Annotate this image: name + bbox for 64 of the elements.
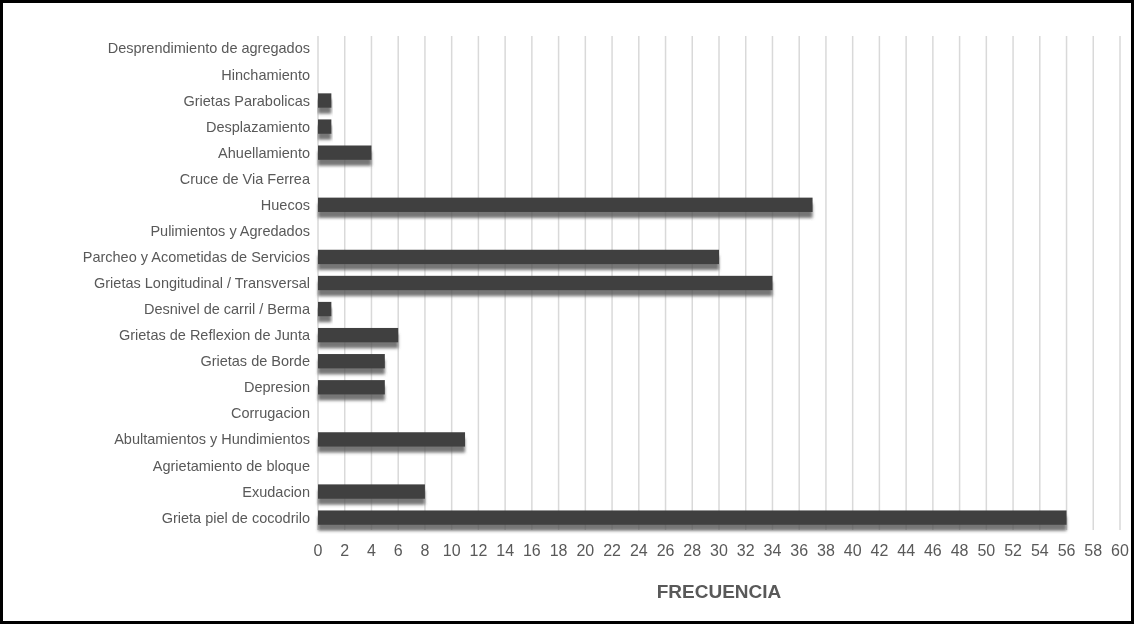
x-tick-label: 52 [1004,542,1023,559]
x-axis-title: FRECUENCIA [656,581,782,602]
x-tick-label: 36 [790,542,809,559]
x-tick-label: 28 [683,542,702,559]
bar [318,327,399,343]
y-tick-label: Desnivel de carril / Berma [144,301,311,318]
bar [318,354,385,369]
y-tick-label: Grietas Parabolicas [183,92,310,109]
x-tick-label: 54 [1030,542,1049,559]
y-tick-label: Desplazamiento [206,118,310,135]
y-tick-label: Grieta piel de cocodrilo [161,509,310,526]
x-tick-label: 16 [522,542,541,559]
x-tick-label: 10 [442,542,461,559]
bar [318,432,466,447]
x-tick-label: 22 [603,542,622,559]
y-tick-label: Parcheo y Acometidas de Servicios [82,249,310,266]
x-tick-label: 14 [496,542,515,559]
y-tick-label: Pulimientos y Agredados [150,222,310,239]
x-tick-label: 46 [923,542,942,559]
y-tick-label: Cruce de Via Ferrea [179,170,311,187]
x-tick-label: 8 [420,542,430,559]
bar [318,93,332,108]
x-tick-label: 34 [763,542,782,559]
y-tick-label: Huecos [260,196,310,213]
y-tick-label: Abultamientos y Hundimientos [114,431,310,448]
x-tick-label: 50 [977,542,996,559]
x-tick-label: 60 [1111,542,1129,559]
bar [318,510,1067,525]
y-tick-label: Depresion [243,379,310,396]
x-tick-label: 48 [950,542,969,559]
x-tick-label: 4 [367,542,377,559]
x-tick-label: 40 [843,542,862,559]
bar [318,197,813,212]
x-tick-label: 44 [897,542,916,559]
bar [318,145,372,160]
bar [318,484,425,499]
y-tick-label: Grietas de Borde [200,353,310,370]
y-tick-label: Corrugacion [231,405,310,422]
bar [318,275,773,291]
x-tick-label: 26 [656,542,675,559]
y-tick-label: Desprendimiento de agregados [107,40,310,57]
y-tick-label: Exudacion [242,483,310,500]
x-tick-label: 56 [1057,542,1076,559]
bar [318,249,719,265]
y-tick-label: Ahuellamiento [218,144,310,161]
x-tick-label: 24 [629,542,648,559]
x-tick-label: 30 [710,542,728,559]
y-tick-label: Grietas de Reflexion de Junta [118,327,311,344]
x-tick-label: 42 [870,542,889,559]
y-tick-label: Agrietamiento de bloque [152,457,310,474]
x-tick-label: 6 [393,542,403,559]
x-tick-label: 12 [469,542,488,559]
x-tick-label: 18 [549,542,568,559]
x-tick-label: 32 [736,542,755,559]
bar [318,301,332,317]
bar [318,119,332,134]
y-tick-label: Grietas Longitudinal / Transversal [94,275,310,292]
bar [318,380,385,395]
x-tick-label: 0 [313,542,323,559]
x-tick-label: 2 [340,542,350,559]
x-tick-label: 58 [1084,542,1103,559]
x-tick-label: 20 [576,542,595,559]
y-tick-label: Hinchamiento [221,66,310,83]
x-tick-label: 38 [817,542,835,559]
